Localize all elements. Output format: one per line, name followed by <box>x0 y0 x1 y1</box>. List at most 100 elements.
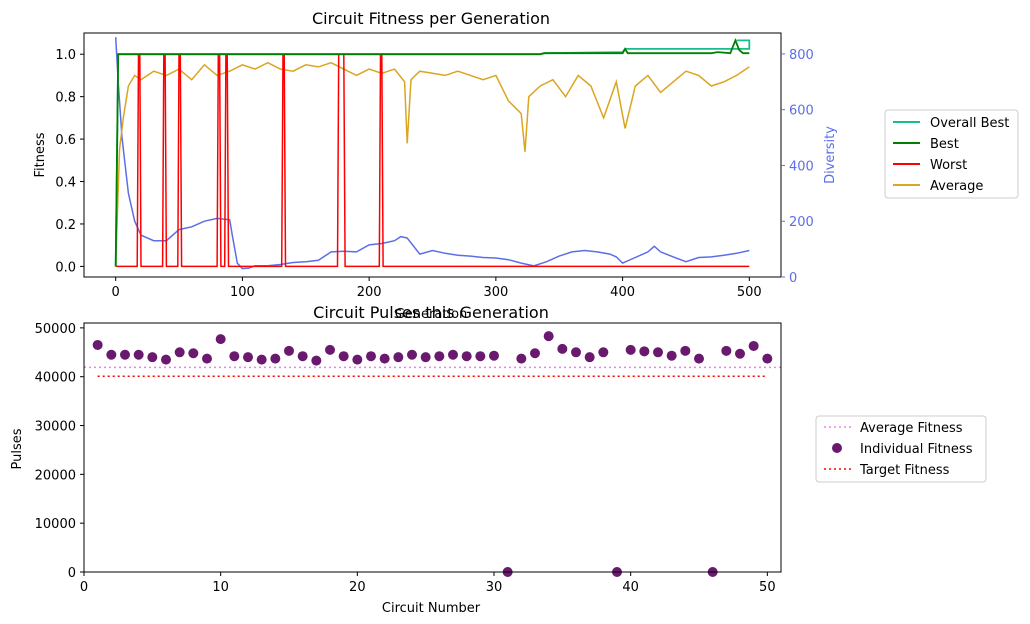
top-x-tick-label: 200 <box>357 285 382 300</box>
individual-fitness-point <box>543 331 554 342</box>
legend-individual-fitness-label: Individual Fitness <box>860 442 973 457</box>
individual-fitness-point <box>270 353 281 364</box>
individual-fitness-point <box>161 354 171 365</box>
individual-fitness-point <box>379 353 390 364</box>
series-line-worst <box>115 53 750 268</box>
top-y2-tick-label: 400 <box>789 159 814 174</box>
individual-fitness-point <box>311 355 322 366</box>
top-x-tick-label: 400 <box>610 285 635 300</box>
individual-fitness-point <box>133 349 144 360</box>
top-chart: Circuit Fitness per Generation 0 100 200 30… <box>33 9 1019 322</box>
individual-fitness-point <box>694 353 704 364</box>
individual-fitness-point <box>434 351 445 362</box>
bottom-plot-frame <box>83 322 782 573</box>
individual-fitness-point <box>120 349 130 360</box>
individual-fitness-point <box>571 347 581 358</box>
top-y-axis-label: Fitness <box>33 132 48 177</box>
individual-fitness-point <box>92 339 103 350</box>
legend-overall-best-label: Overall Best <box>930 116 1009 131</box>
top-legend: Overall Best Best Worst Average <box>884 109 1019 199</box>
individual-fitness-point <box>256 354 267 365</box>
individual-fitness-point <box>557 343 568 354</box>
top-y2-axis-label: Diversity <box>823 126 838 184</box>
individual-fitness-point <box>215 334 226 345</box>
top-x-tick-label: 500 <box>737 285 762 300</box>
individual-fitness-point <box>420 352 431 363</box>
individual-fitness-point <box>680 345 691 356</box>
individual-fitness-point <box>748 340 759 351</box>
individual-fitness-point <box>284 345 294 356</box>
individual-fitness-point <box>584 352 595 363</box>
bottom-y-tick-label: 10000 <box>35 517 76 532</box>
bottom-y-tick-label: 20000 <box>35 468 76 483</box>
bottom-y-tick-label: 0 <box>68 566 76 581</box>
bottom-legend-box <box>815 415 987 483</box>
bottom-x-tick-label: 40 <box>622 580 639 595</box>
top-x-tick-label: 100 <box>230 285 255 300</box>
top-y2-tick-label: 800 <box>789 48 814 63</box>
bottom-x-axis-label: Circuit Number <box>382 601 481 616</box>
legend-best-label: Best <box>930 137 959 152</box>
individual-fitness-point <box>625 344 636 355</box>
individual-fitness-point <box>475 351 486 362</box>
top-y-tick-label: 0.4 <box>55 176 76 191</box>
individual-fitness-point <box>407 349 417 360</box>
top-y2-tick-label: 200 <box>789 215 814 230</box>
individual-fitness-point <box>448 349 458 360</box>
bottom-x-axis-ticks: 0 10 20 30 40 50 <box>80 572 776 595</box>
individual-fitness-point <box>338 351 349 362</box>
top-x-axis-ticks: 0 100 200 300 400 500 <box>112 277 762 300</box>
individual-fitness-point <box>461 351 472 362</box>
individual-fitness-point <box>393 352 404 363</box>
series-line-best <box>114 37 750 267</box>
bottom-x-tick-label: 0 <box>80 580 88 595</box>
individual-fitness-point <box>147 352 158 363</box>
series-line-diversity <box>114 37 750 270</box>
legend-target-fitness-label: Target Fitness <box>859 463 950 478</box>
individual-fitness-point <box>243 352 253 363</box>
individual-fitness-point <box>666 350 677 361</box>
bottom-x-tick-label: 50 <box>759 580 776 595</box>
bottom-x-tick-label: 30 <box>486 580 503 595</box>
bottom-y-tick-label: 40000 <box>35 371 76 386</box>
bottom-chart: Circuit Pulses this Generation 0 10 20 30 40… <box>10 303 987 616</box>
top-series-layer <box>114 37 751 270</box>
individual-fitness-point <box>530 348 540 359</box>
series-line-overall-best <box>114 39 751 267</box>
series-line-average <box>114 61 750 267</box>
legend-average-fitness-label: Average Fitness <box>860 421 963 436</box>
individual-fitness-point <box>352 354 363 365</box>
bottom-legend: Average Fitness Individual Fitness Targe… <box>815 415 987 483</box>
top-y-tick-label: 0.6 <box>55 133 76 148</box>
individual-fitness-point <box>516 353 527 364</box>
individual-fitness-point <box>202 353 212 364</box>
bottom-y-axis-ticks: 0 10000 20000 30000 40000 50000 <box>35 322 84 581</box>
top-y-axis-ticks: 0.0 0.2 0.4 0.6 0.8 1.0 <box>55 48 84 275</box>
top-y-tick-label: 0.8 <box>55 91 76 106</box>
top-x-tick-label: 300 <box>483 285 508 300</box>
bottom-x-tick-label: 20 <box>349 580 366 595</box>
individual-fitness-point <box>174 347 185 358</box>
bottom-y-tick-label: 50000 <box>35 322 76 337</box>
individual-fitness-point <box>188 348 199 359</box>
individual-fitness-point <box>489 350 499 361</box>
legend-average-label: Average <box>930 179 983 194</box>
top-chart-title: Circuit Fitness per Generation <box>312 9 550 28</box>
top-plot-frame <box>83 32 782 278</box>
individual-fitness-point <box>762 353 773 364</box>
individual-fitness-point <box>653 347 663 358</box>
top-y-tick-label: 1.0 <box>55 48 76 63</box>
bottom-chart-title: Circuit Pulses this Generation <box>313 303 549 322</box>
bottom-series-layer <box>84 331 781 577</box>
bottom-y-axis-label: Pulses <box>10 428 25 469</box>
top-y2-axis-ticks: 0 200 400 600 800 <box>781 48 814 286</box>
individual-fitness-point <box>106 349 117 360</box>
individual-fitness-point <box>639 346 650 357</box>
individual-fitness-point <box>229 351 240 362</box>
individual-fitness-point <box>735 348 745 359</box>
individual-fitness-point <box>366 351 376 362</box>
top-y-tick-label: 0.2 <box>55 218 76 233</box>
individual-fitness-point <box>297 351 308 362</box>
bottom-y-tick-label: 30000 <box>35 420 76 435</box>
